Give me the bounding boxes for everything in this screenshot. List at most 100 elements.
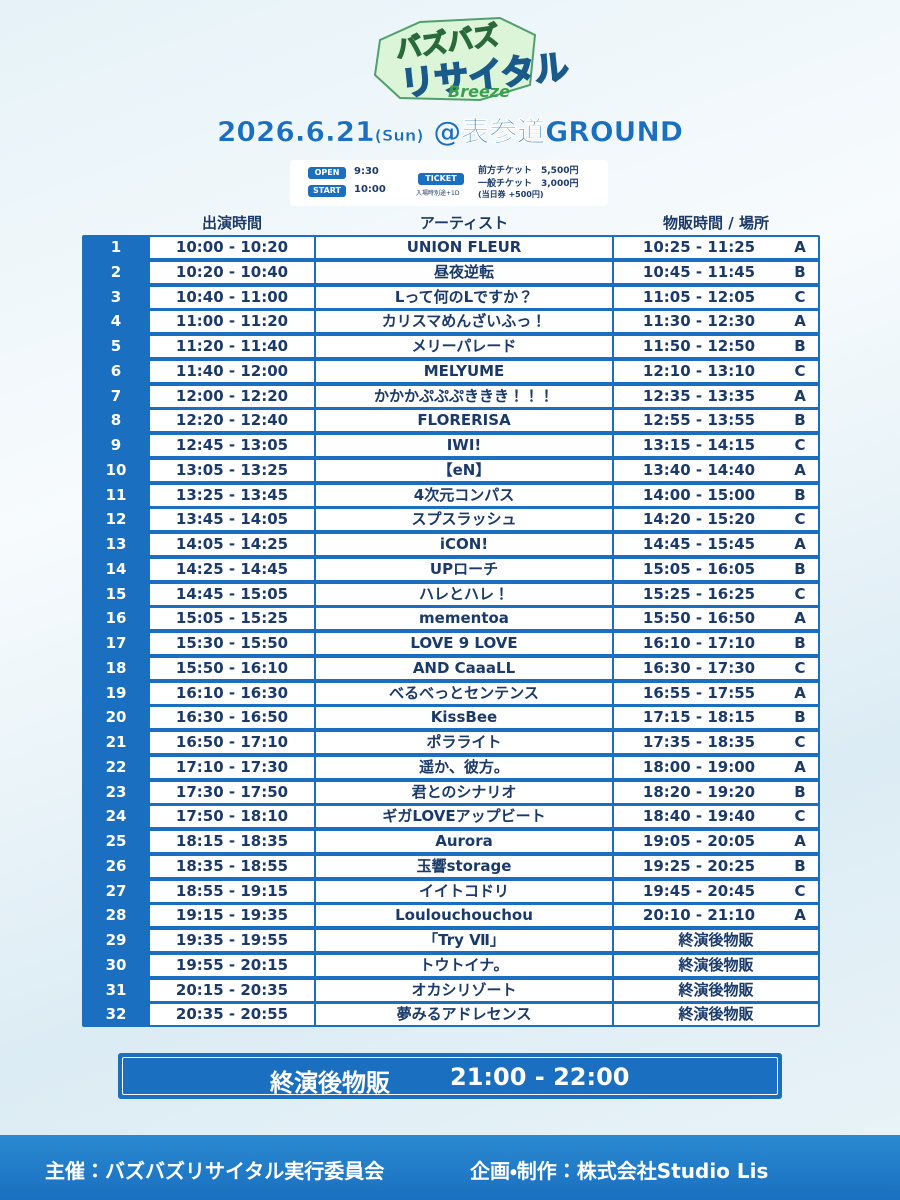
performance-time: 14:25 - 14:45 (150, 558, 314, 580)
goods-place: C (794, 807, 806, 826)
goods-time-text: 15:05 - 16:05 (642, 559, 756, 578)
after-show-bar: 終演後物販 21:00 - 22:00 (118, 1053, 782, 1099)
artist: 4次元コンパス (316, 484, 612, 506)
goods-place: B (794, 856, 806, 875)
ticket-3: (当日券 +500円) (478, 190, 544, 199)
producer: 企画・制作：株式会社Studio Lis (470, 1159, 769, 1183)
timetable: 1 10:00 - 10:20 UNION FLEUR 10:25 - 11:25 A 2… (82, 235, 820, 1027)
start-label: START (308, 185, 346, 197)
after-show-time: 21:00 - 22:00 (450, 1063, 630, 1091)
goods-time-text: 13:40 - 14:40 (642, 460, 756, 479)
goods-time-text: 11:50 - 12:50 (642, 337, 756, 355)
footer: 主催：バズバズリサイタル実行委員会 企画・制作：株式会社Studio Lis (0, 1135, 900, 1200)
goods-time-text: 11:05 - 12:05 (642, 287, 756, 306)
artist: 君とのシナリオ (316, 781, 612, 803)
goods-time-text: 12:55 - 13:55 (642, 411, 756, 430)
goods-time-text: 17:35 - 18:35 (642, 733, 756, 751)
goods-time (614, 459, 818, 481)
goods-time (614, 781, 818, 803)
artist: UNION FLEUR (316, 237, 612, 258)
header: アーティスト (419, 214, 509, 232)
row-number: 18 (84, 657, 148, 679)
ticket-2: 一般チケット 3,000円 (478, 179, 579, 189)
goods-place: B (794, 634, 806, 652)
goods-place: B (794, 411, 806, 430)
row-number: 19 (84, 682, 148, 704)
row-number: 25 (84, 831, 148, 852)
header: 出演時間 (201, 214, 262, 232)
row-number: 21 (84, 732, 148, 753)
artist: ハレとハレ！ (316, 583, 612, 605)
performance-time: 20:35 - 20:55 (150, 1004, 314, 1026)
goods-place: C (794, 510, 806, 529)
artist: MELYUME (316, 360, 612, 382)
row-number: 3 (84, 286, 148, 308)
performance-time: 11:20 - 11:40 (150, 336, 314, 357)
performance-time: 17:30 - 17:50 (150, 781, 314, 803)
artist: トウトイナ。 (316, 954, 612, 976)
artist: 「Try Ⅶ」 (316, 930, 612, 951)
goods-time (614, 410, 818, 432)
row-number: 28 (84, 905, 148, 927)
artist: ギガLOVEアップビート (316, 806, 612, 828)
goods-time (614, 311, 818, 333)
row-number: 23 (84, 781, 148, 803)
performance-time: 12:20 - 12:40 (150, 410, 314, 432)
artist: UPローチ (316, 558, 612, 580)
goods-time-text: 18:20 - 19:20 (642, 782, 756, 801)
row-number: 29 (84, 930, 148, 951)
goods-place: B (794, 262, 806, 281)
performance-time: 19:35 - 19:55 (150, 930, 314, 951)
artist: オカシリゾート (316, 979, 612, 1001)
goods-place: B (794, 782, 806, 801)
goods-time (614, 732, 818, 753)
goods-place: A (794, 238, 806, 256)
row-number: 26 (84, 855, 148, 877)
goods-time (614, 360, 818, 382)
date: 2026.6.21 (216, 115, 375, 149)
goods-time (614, 286, 818, 308)
row-number: 14 (84, 558, 148, 580)
goods-place: C (794, 287, 806, 306)
performance-time: 15:50 - 16:10 (150, 657, 314, 679)
goods-time (614, 657, 818, 679)
artist: 【eN】 (316, 459, 612, 481)
goods-place: B (794, 559, 806, 578)
artist: LOVE 9 LOVE (316, 633, 612, 654)
header: 物販時間 / 場所 (663, 214, 769, 232)
performance-time: 14:05 - 14:25 (150, 534, 314, 555)
goods-place: A (794, 906, 806, 925)
logo-tag: Breeze (448, 82, 510, 101)
row-number: 10 (84, 459, 148, 481)
goods-time-text: 11:30 - 12:30 (642, 312, 756, 331)
goods-time-text: 15:25 - 16:25 (642, 584, 756, 603)
row-number: 20 (84, 707, 148, 729)
goods-place: C (794, 584, 806, 603)
goods-time-text: 16:10 - 17:10 (642, 634, 756, 652)
row-number: 4 (84, 311, 148, 333)
goods-place: A (794, 832, 806, 850)
goods-time (614, 682, 818, 704)
ticket-note: 入場時別途+1D (416, 190, 460, 197)
goods-time (614, 484, 818, 506)
goods-place: A (794, 312, 806, 331)
artist: AND CaaaLL (316, 657, 612, 679)
goods-place: C (794, 733, 806, 751)
goods-place: A (794, 535, 806, 553)
artist: KissBee (316, 707, 612, 729)
performance-time: 15:30 - 15:50 (150, 633, 314, 654)
row-number: 7 (84, 385, 148, 407)
row-number: 1 (84, 237, 148, 258)
goods-time (614, 558, 818, 580)
goods-place: A (794, 609, 806, 628)
row-number: 6 (84, 360, 148, 382)
info-box: OPEN 9:30 START 10:00 TICKET 入場時別途+1D 前方… (290, 160, 608, 206)
artist: Aurora (316, 831, 612, 852)
performance-time: 20:15 - 20:35 (150, 979, 314, 1001)
performance-time: 16:50 - 17:10 (150, 732, 314, 753)
row-number: 24 (84, 806, 148, 828)
row-number: 17 (84, 633, 148, 654)
row-number: 30 (84, 954, 148, 976)
row-number: 5 (84, 336, 148, 357)
goods-time: 終演後物販 (614, 1004, 818, 1026)
